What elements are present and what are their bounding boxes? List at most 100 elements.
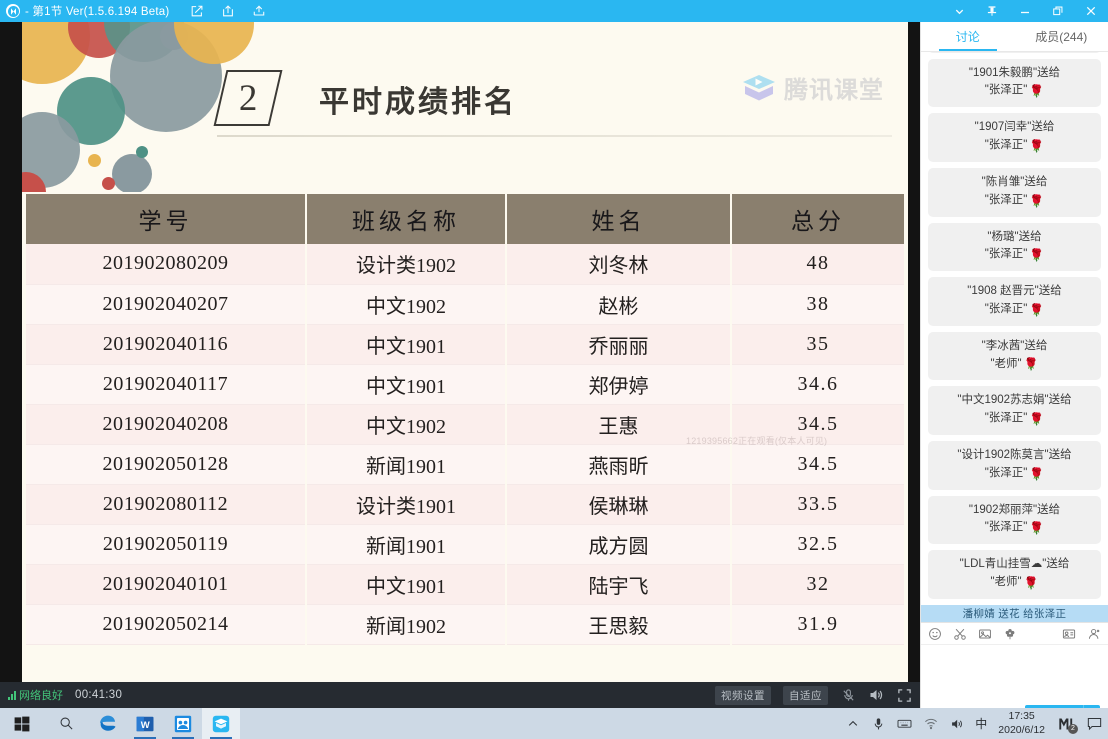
column-header: 学号 — [26, 194, 307, 244]
system-tray: 中 17:35 2020/6/12 2 — [845, 710, 1108, 736]
chevron-down-icon[interactable] — [952, 4, 966, 18]
taskbar-clock[interactable]: 17:35 2020/6/12 — [998, 710, 1045, 736]
taskbar-app-tencent-classroom-icon[interactable] — [202, 708, 240, 739]
chat-message[interactable]: "中文1902苏志娟"送给 "张泽正" 🌹 — [928, 386, 1101, 435]
column-header: 总分 — [731, 194, 904, 244]
network-status-label: 网络良好 — [19, 690, 63, 702]
table-header-row: 学号 班级名称 姓名 总分 — [26, 194, 904, 244]
message-line-sender: "1901朱毅鹏"送给 — [968, 66, 1061, 79]
keyboard-icon[interactable] — [897, 716, 912, 731]
cell-name: 成方圆 — [506, 524, 732, 565]
cell-name: 侯琳琳 — [506, 484, 732, 525]
chat-message[interactable]: "陈肖雏"送给 "张泽正" 🌹 — [928, 167, 1101, 217]
rose-gift-icon: 🌹 — [1029, 84, 1045, 99]
edit-square-icon[interactable] — [189, 4, 204, 19]
message-line-sender: "1902郑丽萍"送给 — [968, 503, 1061, 516]
cell-score: 32 — [731, 564, 904, 605]
decor-circle — [136, 146, 148, 158]
message-line-sender: "中文1902苏志娟"送给 — [957, 394, 1072, 407]
chat-message[interactable]: "李冰茜"送给 "老师" 🌹 — [928, 331, 1101, 381]
column-header: 班级名称 — [306, 194, 507, 244]
message-line-sender: "杨璐"送给 — [987, 230, 1042, 243]
sidebar-tab-members[interactable]: 成员(244) — [1035, 30, 1088, 44]
message-line-recipient: "张泽正" 🌹 — [934, 246, 1095, 264]
message-line-recipient: "张泽正" 🌹 — [934, 301, 1095, 319]
table-row: 201902040117 中文1901 郑伊婷 34.6 — [26, 364, 904, 405]
cell-name: 赵彬 — [506, 284, 732, 325]
message-recipient: "张泽正" — [984, 521, 1028, 534]
export-icon[interactable] — [251, 4, 266, 19]
cell-score: 35 — [731, 324, 904, 365]
emoji-face-icon[interactable] — [928, 627, 942, 641]
rose-gift-icon: 🌹 — [1029, 466, 1045, 481]
cell-score: 32.5 — [731, 524, 904, 565]
chevron-up-icon[interactable] — [845, 716, 860, 731]
chat-text-area[interactable] — [921, 645, 1108, 701]
cell-score: 34.5 — [731, 404, 904, 445]
search-icon[interactable] — [44, 708, 88, 739]
person-icon[interactable] — [1087, 627, 1101, 641]
ime-language-indicator[interactable]: 中 — [975, 717, 988, 731]
image-icon[interactable] — [978, 627, 992, 641]
chat-message[interactable]: "1908 赵晋元"送给 "张泽正" 🌹 — [928, 277, 1101, 326]
cell-name: 郑伊婷 — [506, 364, 732, 405]
column-header: 姓名 — [506, 194, 732, 244]
volume-icon[interactable] — [949, 716, 964, 731]
message-line-sender: "LDL青山挂雪☁"送给 — [959, 558, 1070, 571]
taskbar-app-word-icon[interactable]: W — [126, 708, 164, 739]
microphone-muted-icon[interactable] — [840, 687, 856, 703]
restore-icon[interactable] — [1051, 4, 1065, 18]
chat-message[interactable]: "LDL青山挂雪☁"送给 "老师" 🌹 — [928, 550, 1101, 599]
action-center-icon[interactable] — [1087, 716, 1102, 731]
taskbar-app-edge-browser-icon[interactable] — [88, 708, 126, 739]
chat-message[interactable]: "1901朱毅鹏"送给 "张泽正"🌹 — [928, 58, 1101, 108]
cell-class-name: 设计类1901 — [306, 484, 507, 525]
graduation-cap-play-icon — [742, 73, 776, 103]
cell-name: 乔丽丽 — [506, 324, 732, 365]
chat-message[interactable]: "设计1902陈莫言"送给 "张泽正" 🌹 — [928, 441, 1101, 490]
window-title-bar: - 第1节 Ver(1.5.6.194 Beta) — [0, 0, 1108, 22]
cell-student-id: 201902050128 — [26, 444, 307, 485]
video-settings-button[interactable]: 视频设置 — [715, 685, 771, 705]
speaker-icon[interactable] — [868, 687, 884, 703]
svg-text:W: W — [141, 720, 150, 731]
minimize-icon[interactable] — [1018, 4, 1032, 18]
chat-message[interactable]: "1901朱毅鹏"送给"张泽正"🌹 — [928, 52, 1101, 53]
mail-icon[interactable]: 2 — [1056, 716, 1078, 734]
sidebar-tab-discussion[interactable]: 讨论 — [921, 22, 1015, 51]
player-right-controls: 视频设置 自适应 — [715, 685, 912, 705]
close-icon[interactable] — [1084, 4, 1098, 18]
message-recipient: "张泽正" — [984, 84, 1028, 97]
fullscreen-icon[interactable] — [896, 687, 912, 703]
quality-selector[interactable]: 自适应 — [783, 685, 828, 705]
chat-message[interactable]: "1902郑丽萍"送给 "张泽正" 🌹 — [928, 495, 1101, 545]
notification-count-badge: 2 — [1068, 723, 1078, 734]
name-card-icon[interactable] — [1062, 627, 1076, 641]
gift-notification-banner: 潘柳婧 送花 给张泽正 — [921, 605, 1108, 622]
decor-circle — [102, 177, 115, 190]
cell-class-name: 新闻1901 — [306, 444, 507, 485]
cell-name: 燕雨昕 — [506, 444, 732, 485]
cell-score: 48 — [731, 244, 904, 285]
wifi-icon[interactable] — [923, 716, 938, 731]
flower-gift-icon[interactable] — [1003, 627, 1017, 641]
slide-number: 2 — [238, 77, 258, 119]
message-list[interactable]: "1901朱毅鹏"送给"张泽正"🌹"1901朱毅鹏"送给"张泽正"🌹"1907闫… — [921, 52, 1108, 605]
share-box-icon[interactable] — [220, 4, 235, 19]
decor-circle — [22, 172, 46, 192]
taskbar-app-blue-app-icon[interactable] — [164, 708, 202, 739]
windows-start-icon[interactable] — [0, 708, 44, 739]
scissors-screenshot-icon[interactable] — [953, 627, 967, 641]
pin-icon[interactable] — [985, 4, 999, 18]
signal-bars-icon — [8, 690, 16, 700]
chat-message[interactable]: "1907闫幸"送给 "张泽正" 🌹 — [928, 113, 1101, 162]
video-pane[interactable]: 2 平时成绩排名 腾讯课堂 — [0, 22, 920, 739]
message-line-recipient: "张泽正" 🌹 — [934, 410, 1095, 428]
microphone-icon[interactable] — [871, 716, 886, 731]
cell-class-name: 中文1902 — [306, 404, 507, 445]
chat-message[interactable]: "杨璐"送给 "张泽正" 🌹 — [928, 222, 1101, 272]
cell-name: 王惠 — [506, 404, 732, 445]
cell-student-id: 201902040116 — [26, 324, 307, 365]
